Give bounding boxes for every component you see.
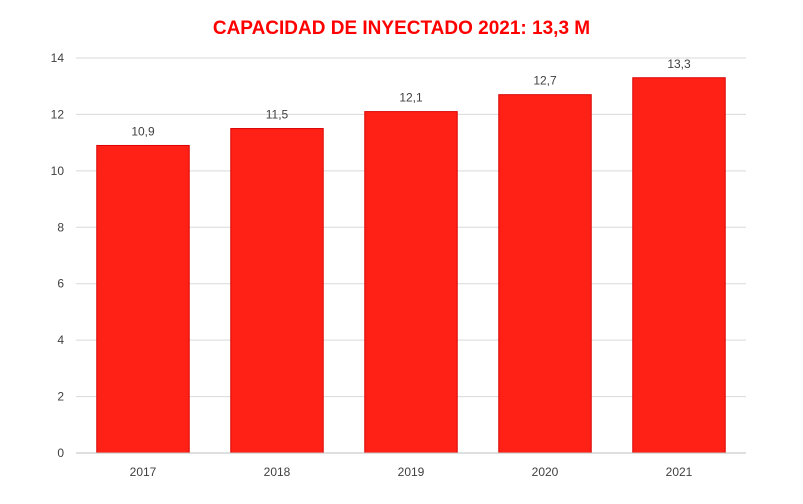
- y-tick-label: 10: [51, 164, 65, 178]
- y-tick-label: 4: [57, 333, 64, 347]
- x-tick-label: 2021: [666, 465, 693, 479]
- bar-2021: [632, 77, 726, 454]
- y-axis-ticks: 0 2 4 6 8 10 12 14: [51, 51, 65, 460]
- chart-title: CAPACIDAD DE INYECTADO 2021: 13,3 M: [212, 18, 591, 39]
- bar-2019: [364, 111, 458, 454]
- data-label: 11,5: [266, 108, 289, 122]
- data-label: 12,1: [399, 91, 423, 105]
- data-label: 10,9: [131, 124, 155, 138]
- y-tick-label: 2: [57, 390, 64, 404]
- data-label: 12,7: [533, 74, 557, 88]
- y-tick-label: 6: [57, 277, 64, 291]
- data-label: 13,3: [667, 57, 691, 71]
- y-tick-label: 12: [51, 107, 65, 121]
- bar-2017: [96, 144, 190, 454]
- x-tick-label: 2019: [398, 465, 425, 479]
- bar-2020: [498, 94, 592, 454]
- bar-2018: [230, 128, 324, 454]
- x-tick-label: 2020: [532, 465, 559, 479]
- y-tick-label: 0: [57, 446, 64, 460]
- bars: [96, 77, 726, 454]
- data-labels: 10,9 11,5 12,1 12,7 13,3: [131, 57, 691, 139]
- x-tick-label: 2018: [264, 465, 291, 479]
- y-tick-label: 8: [57, 220, 64, 234]
- x-tick-label: 2017: [130, 465, 157, 479]
- y-tick-label: 14: [51, 51, 65, 65]
- x-axis-ticks: 2017 2018 2019 2020 2021: [130, 465, 693, 479]
